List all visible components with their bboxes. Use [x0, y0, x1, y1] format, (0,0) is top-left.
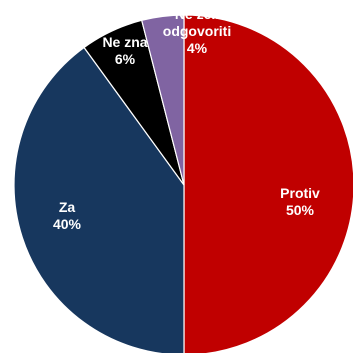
pie-slice-za — [13, 46, 185, 353]
slice-label-ne-zna: Ne zna 6% — [102, 34, 147, 67]
pie-slice-protiv — [183, 14, 353, 353]
slice-label-ne-zeli-odgovoriti: Ne želi odgovoriti 4% — [163, 6, 231, 56]
slice-label-protiv: Protiv 50% — [280, 185, 320, 218]
labels-layer: Protiv 50% Za 40% Ne zna 6% Ne želi odgovoriti 4… — [53, 6, 320, 232]
slices-layer — [13, 14, 353, 353]
slice-label-za: Za 40% — [53, 199, 82, 232]
pie-slice-ne-zeli-odgovoriti — [140, 14, 185, 186]
